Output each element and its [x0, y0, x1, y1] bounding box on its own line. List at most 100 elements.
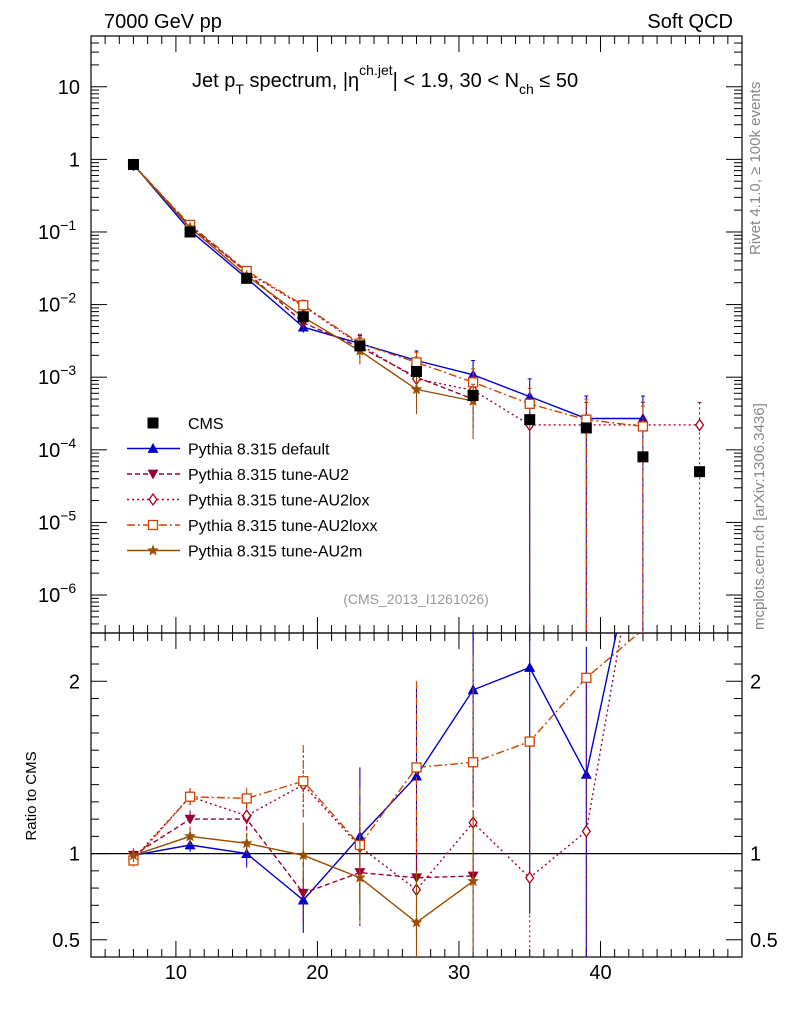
legend-marker [147, 469, 159, 480]
ratio-marker [524, 661, 536, 672]
ratio-marker [184, 830, 196, 842]
legend-label: Pythia 8.315 tune-AU2m [188, 544, 362, 561]
legend-marker [147, 443, 159, 453]
ratio-marker [581, 824, 591, 838]
series-line [132, 164, 474, 402]
data-point [524, 414, 536, 426]
series-marker [410, 383, 423, 395]
ratio-line [132, 633, 640, 861]
analysis-id: (CMS_2013_I1261026) [343, 591, 489, 607]
y-tick-label-ratio-right: 0.5 [750, 930, 778, 952]
chart-title: Jet pT spectrum, |ηch.jet| < 1.9, 30 < N… [192, 62, 578, 97]
legend: CMS Pythia 8.315 default Pythia 8.315 tune… [127, 416, 377, 561]
y-tick-base: 10 [38, 367, 60, 389]
ratio-marker [184, 814, 196, 825]
legend-label: Pythia 8.315 tune-AU2lox [188, 493, 369, 510]
legend-label: Pythia 8.315 default [188, 442, 330, 459]
series-marker [694, 418, 705, 432]
legend-label: Pythia 8.315 tune-AU2loxx [188, 518, 377, 535]
y-tick-label-main: 10−4 [38, 435, 76, 462]
series-line [132, 164, 643, 420]
series-marker [298, 300, 309, 311]
y-tick-label-ratio: 0.5 [52, 930, 80, 952]
data-point [241, 272, 253, 284]
ratio-marker [580, 768, 592, 779]
y-tick-label-main: 10−5 [38, 507, 76, 534]
x-tick-label: 10 [165, 962, 187, 984]
x-tick-label: 30 [448, 962, 470, 984]
rivet-label: Rivet 4.1.0, ≥ 100k events [747, 82, 764, 255]
legend-label: CMS [188, 416, 224, 433]
ratio-marker [240, 837, 253, 849]
data-point [637, 451, 649, 463]
series-line [132, 164, 643, 428]
data-point [354, 340, 366, 352]
ratio-marker [298, 776, 309, 787]
ratio-marker [410, 916, 423, 928]
x-tick-label: 40 [589, 962, 611, 984]
data-point [184, 226, 196, 238]
ratio-marker [354, 871, 366, 883]
data-point [467, 389, 479, 401]
y-tick-label-main: 10−6 [38, 580, 76, 607]
ratio-marker [184, 791, 196, 802]
series-marker [637, 421, 649, 432]
ratio-marker [411, 770, 422, 781]
data-series [127, 158, 706, 478]
ratio-marker [467, 875, 479, 887]
y-tick-label-main: 10−3 [38, 362, 76, 389]
y-tick-exp: −3 [60, 362, 76, 378]
y-tick-label-main: 1 [69, 149, 80, 171]
y-tick-exp: −6 [60, 580, 76, 596]
ratio-series-group [127, 810, 479, 957]
ratio-marker [127, 849, 140, 861]
ratio-ylabel: Ratio to CMS [23, 751, 40, 840]
ratio-marker [297, 888, 309, 899]
ratio-marker [297, 894, 309, 905]
legend-marker [147, 519, 159, 531]
y-tick-label-ratio: 2 [69, 671, 80, 693]
series-marker [524, 398, 535, 409]
ratio-marker [411, 762, 422, 773]
mcplots-label: mcplots.cern.ch [arXiv:1306.3436] [751, 403, 768, 630]
legend-label: Pythia 8.315 tune-AU2 [188, 467, 349, 484]
ratio-series-group [128, 633, 640, 902]
y-tick-exp: −4 [60, 435, 76, 451]
y-tick-label-main: 10−1 [38, 217, 76, 244]
data-point [694, 466, 706, 478]
ratio-line [133, 633, 618, 902]
ratio-marker [297, 849, 310, 861]
y-tick-base: 10 [38, 295, 60, 317]
ratio-marker [525, 871, 535, 885]
y-tick-exp: −5 [60, 507, 76, 523]
ratio-marker [241, 793, 252, 804]
series-marker [411, 357, 422, 368]
ratio-line [132, 633, 622, 891]
legend-marker [147, 417, 159, 429]
series-layer [127, 158, 706, 957]
y-tick-base: 10 [38, 222, 60, 244]
header-left: 7000 GeV pp [104, 11, 222, 33]
ratio-series-group [127, 633, 618, 957]
y-tick-label-ratio: 1 [69, 844, 80, 866]
y-tick-label-main: 10 [58, 77, 80, 99]
y-tick-base: 10 [38, 512, 60, 534]
ratio-marker [242, 809, 252, 823]
y-tick-exp: −1 [60, 217, 76, 233]
y-tick-label-main: 10−2 [38, 290, 76, 317]
data-point [127, 158, 139, 170]
y-tick-base: 10 [38, 440, 60, 462]
y-tick-exp: −2 [60, 290, 76, 306]
y-tick-label-ratio-right: 2 [750, 671, 761, 693]
y-tick-label-ratio-right: 1 [750, 844, 761, 866]
ratio-marker [524, 736, 535, 747]
header-right: Soft QCD [647, 11, 733, 33]
data-point [297, 311, 309, 323]
ratio-marker [581, 672, 592, 683]
legend-marker [147, 544, 159, 556]
data-point [411, 365, 422, 377]
ratio-series-group [128, 633, 622, 957]
x-tick-label: 20 [306, 962, 328, 984]
y-tick-base: 10 [38, 585, 60, 607]
